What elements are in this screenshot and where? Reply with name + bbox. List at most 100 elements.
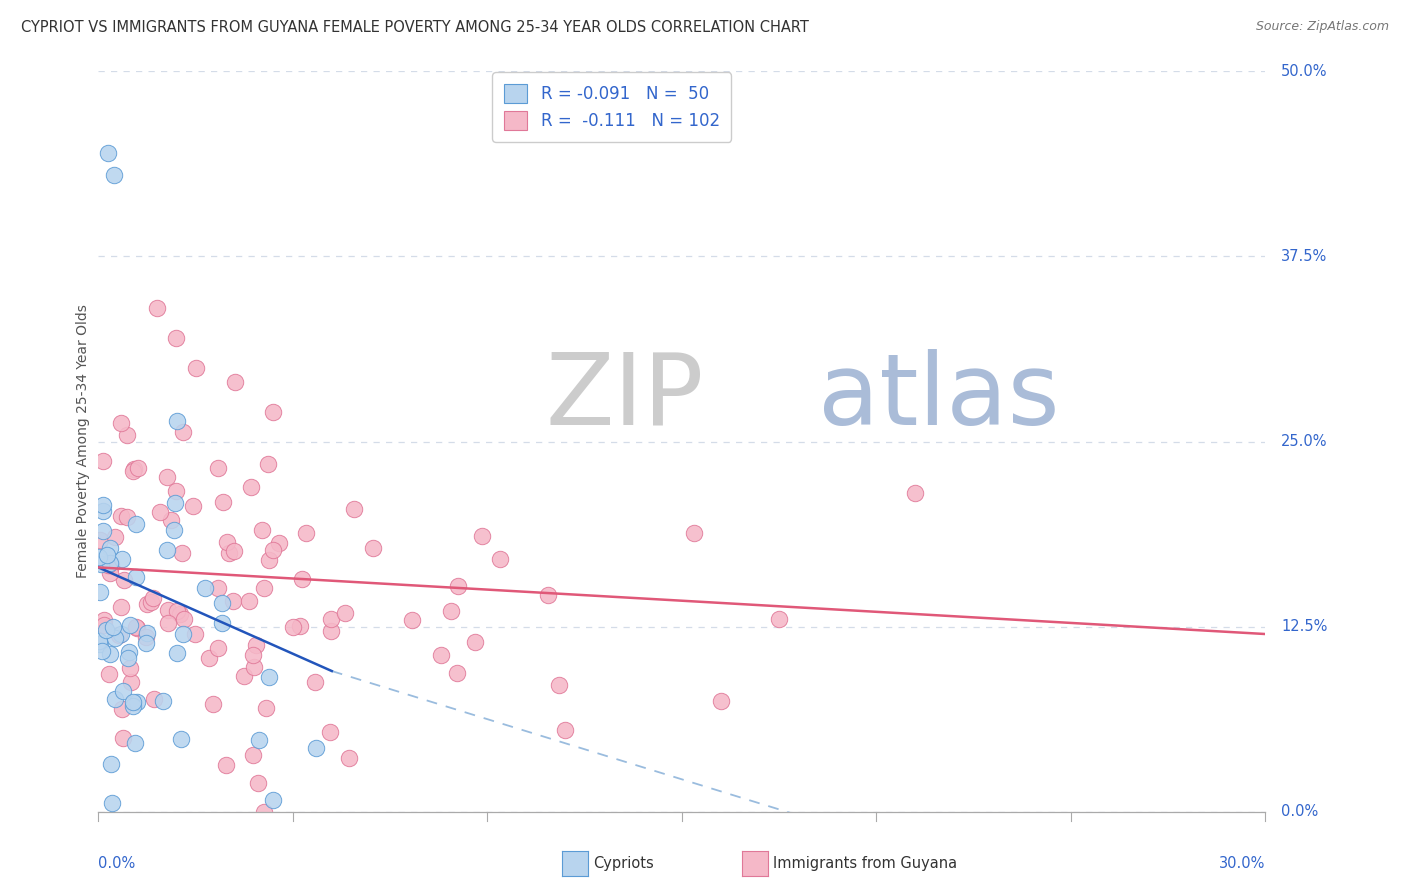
Point xyxy=(207,461,229,475)
Point xyxy=(257,457,280,471)
Point xyxy=(122,694,145,708)
Point xyxy=(125,570,148,584)
Point xyxy=(135,630,157,644)
Point xyxy=(169,607,191,621)
Point xyxy=(111,702,134,716)
Point xyxy=(100,756,122,771)
Y-axis label: Female Poverty Among 25-34 Year Olds: Female Poverty Among 25-34 Year Olds xyxy=(76,304,90,579)
Point xyxy=(104,530,127,544)
Point xyxy=(250,524,273,538)
Point xyxy=(152,694,174,708)
Point xyxy=(683,525,706,540)
Point xyxy=(430,648,453,662)
Point xyxy=(240,480,263,494)
Point xyxy=(120,618,142,632)
Text: Immigrants from Guyana: Immigrants from Guyana xyxy=(773,856,957,871)
Point xyxy=(111,731,134,746)
Point xyxy=(242,748,264,763)
Point xyxy=(125,620,148,634)
Point xyxy=(110,626,132,640)
Point xyxy=(166,646,188,660)
Point xyxy=(291,572,314,586)
Text: 12.5%: 12.5% xyxy=(1281,619,1327,634)
Point xyxy=(304,674,326,689)
Point xyxy=(89,533,111,547)
Point xyxy=(103,632,125,646)
Point xyxy=(401,613,423,627)
Point xyxy=(537,588,560,602)
Point xyxy=(166,483,188,498)
Point xyxy=(156,616,179,631)
Point xyxy=(125,516,148,531)
Point xyxy=(121,464,143,478)
Point xyxy=(101,796,124,810)
Text: atlas: atlas xyxy=(818,349,1060,446)
Point xyxy=(305,740,328,755)
Point xyxy=(124,735,146,749)
Text: Source: ZipAtlas.com: Source: ZipAtlas.com xyxy=(1256,20,1389,33)
Point xyxy=(343,502,366,516)
Point xyxy=(127,460,149,475)
Point xyxy=(288,619,311,633)
Point xyxy=(94,623,117,637)
Point xyxy=(166,414,188,428)
Point xyxy=(155,470,177,484)
Point xyxy=(710,694,733,708)
Point xyxy=(253,805,276,819)
Point xyxy=(548,678,571,692)
Point xyxy=(333,606,356,620)
Point xyxy=(262,405,284,419)
Point xyxy=(110,508,132,523)
Point xyxy=(321,612,343,626)
Point xyxy=(91,644,114,658)
Point xyxy=(361,541,384,555)
Point xyxy=(135,636,157,650)
Point xyxy=(238,594,260,608)
Text: 0.0%: 0.0% xyxy=(98,856,135,871)
Point xyxy=(257,670,280,684)
Point xyxy=(87,550,110,565)
Point xyxy=(91,498,114,512)
Point xyxy=(135,625,157,640)
Point xyxy=(233,669,256,683)
Point xyxy=(100,559,122,574)
Text: Cypriots: Cypriots xyxy=(593,856,654,871)
Point xyxy=(110,599,132,614)
Point xyxy=(207,640,229,655)
Point xyxy=(98,541,121,555)
Point xyxy=(139,595,162,609)
Point xyxy=(103,168,125,182)
Text: ZIP: ZIP xyxy=(546,349,704,446)
Point xyxy=(337,751,360,765)
Point xyxy=(156,602,179,616)
Point xyxy=(243,660,266,674)
Text: CYPRIOT VS IMMIGRANTS FROM GUYANA FEMALE POVERTY AMONG 25-34 YEAR OLDS CORRELATI: CYPRIOT VS IMMIGRANTS FROM GUYANA FEMALE… xyxy=(21,20,808,35)
Point xyxy=(146,301,169,316)
Point xyxy=(222,593,245,607)
Point xyxy=(114,573,136,587)
Point xyxy=(98,556,121,570)
Point xyxy=(768,612,790,626)
Point xyxy=(97,558,120,572)
Point xyxy=(464,634,486,648)
Point xyxy=(294,526,316,541)
Point xyxy=(283,620,305,634)
Point xyxy=(218,546,240,560)
Text: 30.0%: 30.0% xyxy=(1219,856,1265,871)
Point xyxy=(141,591,163,606)
Point xyxy=(554,723,576,738)
Point xyxy=(319,725,342,739)
Point xyxy=(253,582,276,596)
Point xyxy=(904,486,927,500)
Point xyxy=(242,648,264,663)
Legend: R = -0.091   N =  50, R =  -0.111   N = 102: R = -0.091 N = 50, R = -0.111 N = 102 xyxy=(492,72,731,142)
Point xyxy=(224,376,246,390)
Point xyxy=(98,566,121,580)
Point xyxy=(246,776,269,790)
Point xyxy=(104,692,127,706)
Point xyxy=(117,650,139,665)
Point xyxy=(222,544,245,558)
Point xyxy=(163,523,186,537)
Point xyxy=(90,558,112,572)
Point xyxy=(91,524,114,539)
